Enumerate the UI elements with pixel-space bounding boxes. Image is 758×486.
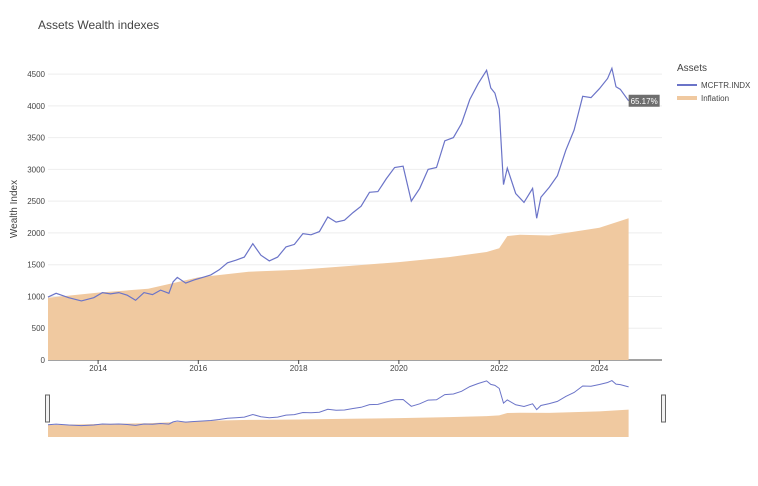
y-tick-label: 3000 — [27, 165, 45, 174]
x-tick-label: 2018 — [290, 364, 308, 373]
rangeslider-left-handle[interactable] — [45, 394, 50, 423]
area-swatch-icon — [677, 96, 697, 100]
end-label-box — [628, 94, 660, 107]
y-axis-label: Wealth Index — [9, 180, 20, 238]
rangeslider-inflation-area — [48, 409, 629, 437]
y-tick-label: 1000 — [27, 292, 45, 301]
y-tick-label: 4500 — [27, 70, 45, 79]
legend-item-inflation[interactable]: Inflation — [677, 92, 750, 104]
end-label-text: 65.17% — [631, 97, 658, 106]
legend: Assets MCFTR.INDX Inflation — [677, 63, 750, 105]
legend-item-index[interactable]: MCFTR.INDX — [677, 79, 750, 91]
y-tick-label: 500 — [32, 324, 46, 333]
x-tick-label: 2022 — [490, 364, 508, 373]
legend-label-inflation: Inflation — [701, 93, 730, 103]
y-tick-label: 1500 — [27, 261, 45, 270]
y-tick-label: 2500 — [27, 197, 45, 206]
line-swatch-icon — [677, 84, 697, 86]
chart-title: Assets Wealth indexes — [38, 18, 160, 32]
legend-title: Assets — [677, 63, 708, 74]
x-tick-label: 2016 — [189, 364, 207, 373]
x-tick-label: 2020 — [390, 364, 408, 373]
index-line — [47, 66, 630, 302]
x-tick-label: 2014 — [89, 364, 107, 373]
y-tick-label: 2000 — [27, 229, 45, 238]
x-tick-label: 2024 — [591, 364, 609, 373]
rangeslider-right-handle[interactable] — [661, 394, 666, 423]
rangeslider-index-line — [47, 380, 629, 427]
y-tick-label: 3500 — [27, 134, 45, 143]
legend-label-index: MCFTR.INDX — [701, 80, 751, 90]
inflation-area — [48, 218, 629, 360]
y-tick-label: 4000 — [27, 102, 45, 111]
y-tick-label: 0 — [41, 356, 46, 365]
